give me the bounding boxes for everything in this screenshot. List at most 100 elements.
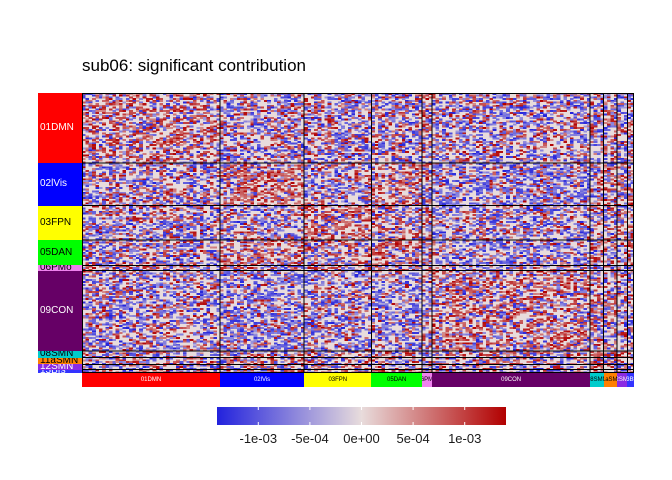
heatmap-cell — [95, 96, 100, 99]
heatmap-cell — [623, 152, 628, 155]
heatmap-cell — [428, 171, 433, 174]
heatmap-cell — [290, 171, 295, 174]
heatmap-cell — [257, 106, 261, 109]
heatmap-cell — [310, 169, 315, 172]
heatmap-cell — [334, 108, 339, 111]
heatmap-cell — [536, 106, 541, 109]
heatmap-cell — [563, 163, 567, 166]
heatmap-cell — [526, 171, 530, 174]
heatmap-cell — [172, 168, 177, 171]
heatmap-cell — [206, 128, 211, 131]
heatmap-cell — [475, 99, 480, 102]
heatmap-cell — [243, 145, 248, 148]
heatmap-cell — [576, 132, 581, 135]
y-network-label: 09CON — [38, 270, 82, 351]
heatmap-cell — [586, 159, 591, 162]
heatmap-cell — [129, 93, 133, 96]
heatmap-cell — [263, 174, 268, 177]
heatmap-cell — [125, 149, 130, 152]
heatmap-cell — [142, 111, 147, 114]
heatmap-cell — [331, 116, 335, 119]
heatmap-cell — [610, 159, 615, 162]
heatmap-cell — [253, 139, 258, 142]
heatmap-cell — [411, 130, 416, 133]
heatmap-cell — [206, 168, 211, 171]
heatmap-cell — [213, 169, 217, 172]
heatmap-cell — [85, 178, 90, 181]
heatmap-cell — [347, 142, 352, 145]
heatmap-cell — [516, 173, 520, 176]
heatmap-cell — [620, 93, 625, 96]
heatmap-cell — [465, 152, 470, 155]
heatmap-cell — [448, 163, 453, 166]
heatmap-cell — [381, 180, 386, 183]
heatmap-cell — [435, 139, 440, 142]
heatmap-cell — [280, 127, 285, 130]
heatmap-cell — [371, 145, 376, 148]
heatmap-cell — [310, 159, 315, 162]
heatmap-cell — [119, 174, 123, 177]
heatmap-cell — [479, 98, 483, 101]
heatmap-cell — [408, 118, 413, 121]
heatmap-cell — [351, 99, 355, 102]
heatmap-cell — [418, 174, 423, 177]
heatmap-cell — [418, 166, 423, 169]
heatmap-cell — [156, 139, 160, 142]
heatmap-cell — [334, 163, 339, 166]
heatmap-cell — [526, 176, 530, 179]
heatmap-cell — [267, 157, 271, 160]
heatmap-cell — [344, 93, 349, 96]
heatmap-cell — [186, 96, 191, 99]
heatmap-cell — [290, 164, 295, 167]
heatmap-cell — [98, 180, 103, 183]
heatmap-cell — [596, 171, 601, 174]
heatmap-cell — [563, 116, 567, 119]
heatmap-cell — [310, 181, 315, 184]
heatmap-cell — [590, 135, 594, 138]
heatmap-cell — [186, 98, 191, 101]
heatmap-cell — [516, 111, 520, 114]
heatmap-cell — [458, 159, 463, 162]
heatmap-cell — [186, 111, 191, 114]
heatmap-cell — [469, 122, 473, 125]
heatmap-cell — [159, 132, 164, 135]
heatmap-cell — [401, 133, 406, 136]
heatmap-cell — [280, 137, 285, 140]
heatmap-cell — [287, 145, 291, 148]
heatmap-cell — [455, 168, 460, 171]
heatmap-cell — [438, 178, 443, 181]
heatmap-cell — [458, 171, 463, 174]
heatmap-cell — [502, 106, 507, 109]
heatmap-cell — [337, 173, 342, 176]
heatmap-cell — [290, 149, 295, 152]
heatmap-cell — [374, 152, 379, 155]
heatmap-cell — [300, 142, 305, 145]
heatmap-cell — [475, 157, 480, 160]
heatmap-cell — [458, 127, 463, 130]
heatmap-cell — [428, 144, 433, 147]
heatmap-cell — [442, 108, 446, 111]
heatmap-cell — [576, 113, 581, 116]
heatmap-cell — [435, 133, 440, 136]
y-network-label: 01DMN — [38, 93, 82, 163]
heatmap-cell — [95, 164, 100, 167]
heatmap-cell — [220, 123, 224, 126]
heatmap-cell — [452, 111, 456, 114]
heatmap-cell — [475, 151, 480, 154]
heatmap-cell — [344, 154, 349, 157]
heatmap-cell — [125, 157, 130, 160]
heatmap-cell — [475, 122, 480, 125]
heatmap-cell — [563, 152, 567, 155]
heatmap-cell — [172, 140, 177, 143]
heatmap-cell — [82, 174, 86, 177]
heatmap-cell — [415, 157, 419, 160]
heatmap-cell — [358, 166, 362, 169]
heatmap-cell — [354, 103, 359, 106]
heatmap-cell — [529, 168, 534, 171]
heatmap-cell — [152, 156, 157, 159]
heatmap-cell — [610, 99, 615, 102]
heatmap-cell — [489, 156, 493, 159]
heatmap-cell — [159, 168, 164, 171]
heatmap-cell — [307, 113, 312, 116]
heatmap-cell — [307, 149, 312, 152]
